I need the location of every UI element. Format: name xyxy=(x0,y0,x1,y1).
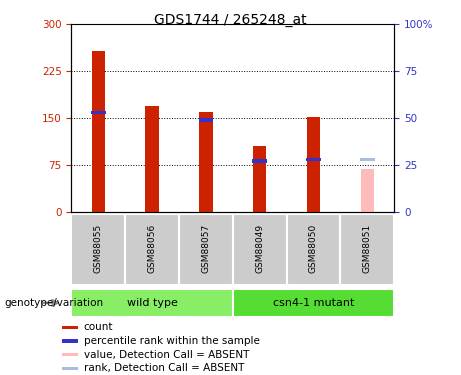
Text: count: count xyxy=(84,322,113,332)
Bar xyxy=(145,106,159,212)
Bar xyxy=(71,214,125,285)
Text: GSM88050: GSM88050 xyxy=(309,224,318,273)
Bar xyxy=(71,289,233,317)
Bar xyxy=(62,326,78,329)
Bar xyxy=(62,367,78,370)
Text: GSM88051: GSM88051 xyxy=(363,224,372,273)
Bar xyxy=(125,214,179,285)
Bar xyxy=(340,214,394,285)
Text: GSM88049: GSM88049 xyxy=(255,224,264,273)
Bar xyxy=(92,51,105,212)
Text: GSM88057: GSM88057 xyxy=(201,224,210,273)
Text: GSM88055: GSM88055 xyxy=(94,224,103,273)
Text: rank, Detection Call = ABSENT: rank, Detection Call = ABSENT xyxy=(84,363,244,373)
Bar xyxy=(91,111,106,114)
Text: GDS1744 / 265248_at: GDS1744 / 265248_at xyxy=(154,13,307,27)
Bar xyxy=(199,112,213,212)
Bar xyxy=(287,214,340,285)
Bar xyxy=(361,170,374,212)
Bar xyxy=(179,214,233,285)
Text: GSM88056: GSM88056 xyxy=(148,224,157,273)
Bar xyxy=(199,118,213,122)
Bar xyxy=(233,289,394,317)
Bar xyxy=(62,353,78,356)
Text: value, Detection Call = ABSENT: value, Detection Call = ABSENT xyxy=(84,350,249,360)
Text: genotype/variation: genotype/variation xyxy=(5,298,104,308)
Text: wild type: wild type xyxy=(127,298,177,308)
Bar xyxy=(233,214,287,285)
Text: percentile rank within the sample: percentile rank within the sample xyxy=(84,336,260,346)
Bar xyxy=(252,159,267,163)
Bar xyxy=(306,158,321,161)
Bar xyxy=(253,146,266,212)
Bar xyxy=(360,158,375,161)
Bar xyxy=(62,339,78,343)
Text: csn4-1 mutant: csn4-1 mutant xyxy=(273,298,354,308)
Bar xyxy=(307,117,320,212)
